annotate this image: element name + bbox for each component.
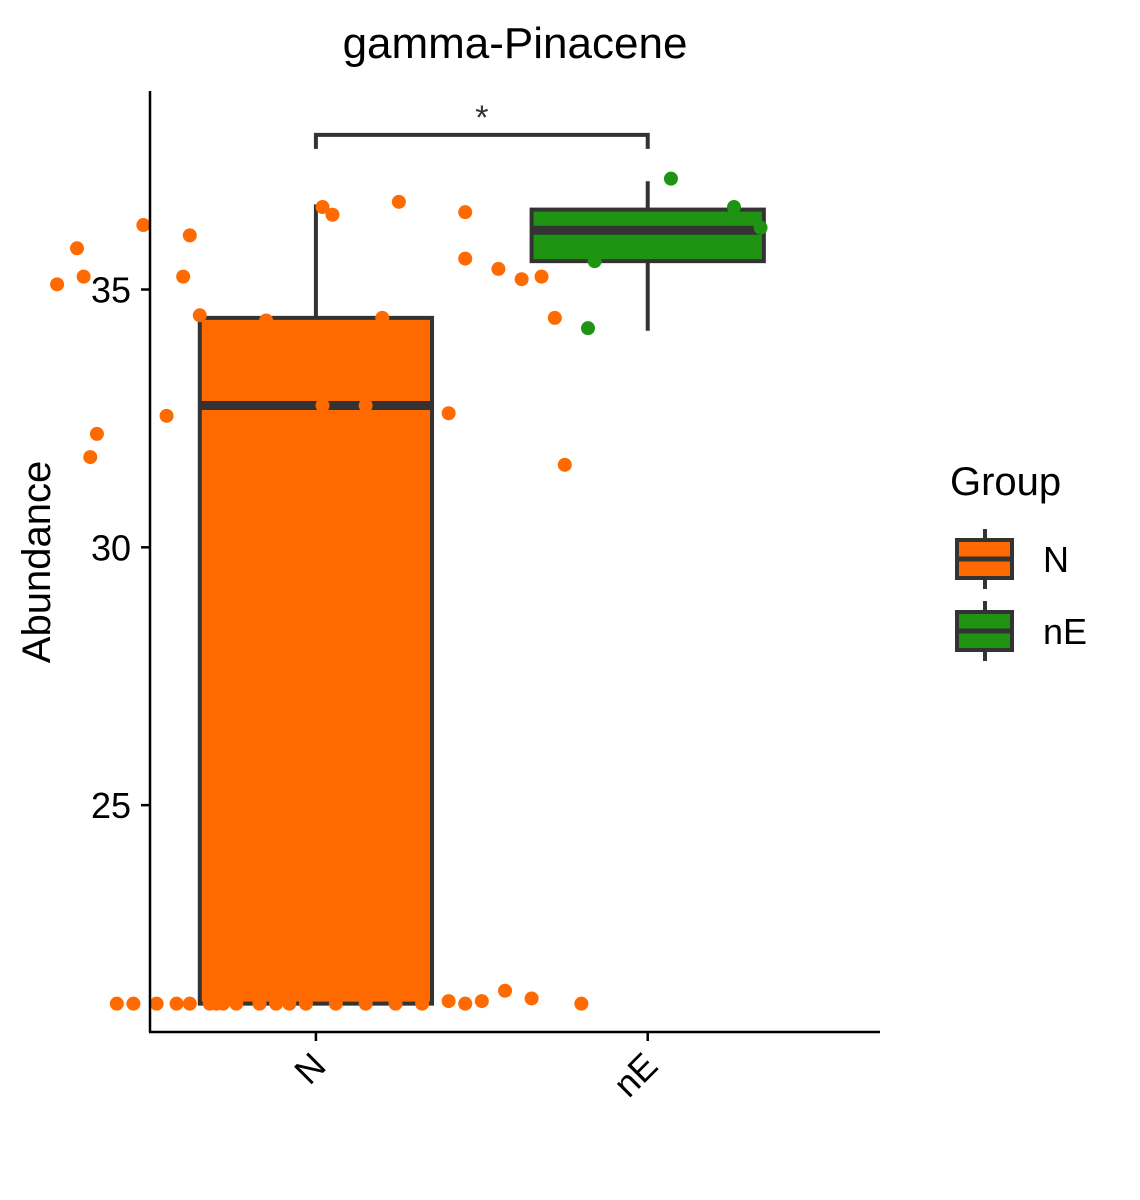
data-point bbox=[727, 200, 741, 215]
box-rect-N bbox=[197, 315, 435, 1006]
data-point bbox=[358, 996, 373, 1011]
legend-label: N bbox=[1043, 539, 1069, 580]
data-point bbox=[252, 996, 267, 1011]
data-point bbox=[441, 994, 456, 1009]
data-point bbox=[315, 398, 330, 413]
data-point bbox=[491, 261, 506, 276]
data-point bbox=[76, 269, 91, 284]
data-point bbox=[458, 251, 473, 266]
data-point bbox=[358, 398, 373, 413]
data-point bbox=[388, 996, 403, 1011]
data-point bbox=[109, 996, 124, 1011]
significance-label: * bbox=[475, 99, 488, 137]
chart-title: gamma-Pinacene bbox=[343, 19, 688, 68]
legend-label: nE bbox=[1043, 611, 1087, 652]
data-point bbox=[391, 194, 406, 209]
data-point bbox=[269, 996, 284, 1011]
data-point bbox=[126, 996, 141, 1011]
points-nE bbox=[581, 171, 768, 336]
plot-area bbox=[50, 171, 768, 1011]
legend: Group NnE bbox=[950, 460, 1087, 661]
data-point bbox=[182, 228, 197, 243]
data-point bbox=[458, 996, 473, 1011]
x-tick-label: nE bbox=[605, 1045, 665, 1105]
data-point bbox=[169, 996, 184, 1011]
significance-line bbox=[313, 132, 650, 149]
y-tick-label: 30 bbox=[91, 527, 131, 568]
data-point bbox=[547, 310, 562, 325]
box-nE bbox=[529, 171, 768, 336]
data-point bbox=[182, 996, 197, 1011]
data-point bbox=[83, 450, 98, 465]
data-point bbox=[50, 277, 65, 292]
y-axis-ticks: 25 30 35 bbox=[91, 270, 150, 826]
legend-title: Group bbox=[950, 460, 1061, 504]
data-point bbox=[209, 416, 224, 431]
data-point bbox=[282, 996, 297, 1011]
data-point bbox=[474, 994, 489, 1009]
points-N bbox=[50, 194, 589, 1011]
data-point bbox=[498, 983, 513, 998]
data-point bbox=[441, 406, 456, 421]
data-point bbox=[89, 426, 104, 441]
data-point bbox=[534, 269, 549, 284]
data-point bbox=[298, 996, 313, 1011]
data-point bbox=[375, 310, 390, 325]
data-point bbox=[70, 241, 84, 256]
data-point bbox=[192, 308, 207, 323]
data-point bbox=[328, 996, 343, 1011]
box-rect-nE bbox=[529, 207, 766, 264]
data-point bbox=[149, 996, 164, 1011]
legend-entry-N: N bbox=[955, 529, 1069, 589]
data-point bbox=[458, 205, 473, 220]
data-point bbox=[136, 218, 151, 233]
data-point bbox=[176, 269, 191, 284]
data-point bbox=[325, 207, 340, 222]
data-point bbox=[587, 254, 602, 269]
data-point bbox=[229, 996, 244, 1011]
y-tick-label: 25 bbox=[91, 785, 131, 826]
data-point bbox=[415, 996, 430, 1011]
data-point bbox=[574, 996, 589, 1011]
data-point bbox=[216, 996, 230, 1011]
data-point bbox=[581, 321, 595, 336]
data-point bbox=[514, 272, 529, 287]
significance-bracket: * bbox=[313, 99, 650, 149]
data-point bbox=[524, 991, 539, 1006]
y-axis-title: Abundance bbox=[15, 461, 59, 663]
data-point bbox=[663, 171, 678, 186]
data-point bbox=[259, 313, 274, 328]
legend-entry-nE: nE bbox=[955, 601, 1087, 661]
y-tick-label: 35 bbox=[91, 270, 131, 311]
data-point bbox=[159, 408, 174, 423]
data-point bbox=[315, 200, 330, 215]
data-point bbox=[753, 220, 768, 235]
box-N bbox=[50, 194, 589, 1011]
x-tick-label: N bbox=[286, 1045, 333, 1092]
data-point bbox=[557, 457, 572, 472]
